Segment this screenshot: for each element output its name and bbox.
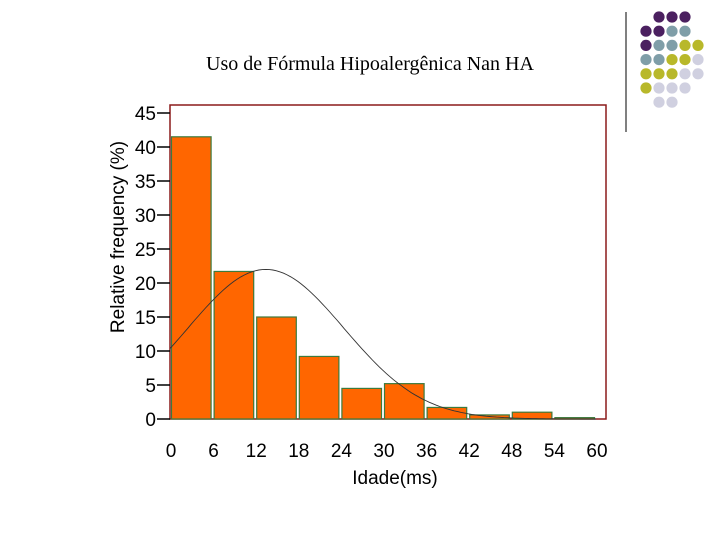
decorative-dot [640,25,652,37]
decorative-dot [666,11,678,23]
x-tick-label: 24 [331,441,353,462]
decorative-dot [653,68,665,80]
decorative-dot [653,39,665,52]
decorative-dot [666,25,678,37]
x-tick-label: 36 [416,441,437,462]
histogram-bar [170,136,212,420]
x-tick-label: 54 [544,441,566,462]
x-tick-label: 12 [246,441,267,462]
histogram-bar [383,383,425,420]
decorative-dot [666,68,678,80]
x-tick-label: 0 [166,441,177,462]
decorative-dot [640,39,652,52]
decorative-dot [653,96,665,108]
decorative-dot [666,39,678,52]
histogram-bar [256,316,297,420]
decorative-dot [692,39,704,52]
y-tick-label: 45 [135,104,156,125]
histogram-bar [341,387,383,420]
decorative-dot [653,54,665,66]
decorative-dot [679,39,691,52]
decorative-dot [666,54,678,66]
y-axis-ticks: 0 5 10 15 20 25 30 35 40 45 [135,104,170,431]
x-tick-label: 48 [501,441,522,462]
decorative-dot [692,68,704,80]
decorative-dot [692,54,704,66]
decorative-dot [653,11,665,23]
histogram-bars [170,136,596,420]
y-tick-label: 30 [135,206,156,227]
decorative-dot [653,82,665,94]
histogram-bar [298,355,340,420]
x-tick-label: 30 [373,441,394,462]
decorative-dot [679,68,691,80]
decorative-dot [679,11,691,23]
y-tick-label: 35 [135,172,156,193]
histogram-bar [469,414,510,420]
y-tick-label: 20 [135,274,156,295]
decorative-dot [679,25,691,37]
y-tick-label: 5 [145,376,156,397]
y-tick-label: 10 [135,342,156,363]
x-tick-label: 60 [586,441,607,462]
x-tick-label: 42 [459,441,480,462]
chart-title: Uso de Fórmula Hipoalergênica Nan HA [206,53,534,75]
x-axis-label: Idade(ms) [352,468,438,489]
decorative-dot [640,54,652,66]
decorative-dot [679,54,691,66]
decorative-dot-grid [640,11,704,108]
fit-curve [169,268,596,420]
decorative-dot [653,25,665,37]
y-tick-label: 40 [135,138,156,159]
decorative-dot [666,82,678,94]
decorative-dot [679,82,691,94]
decorative-dot [640,68,652,80]
y-tick-label: 15 [135,308,156,329]
y-tick-label: 25 [135,240,156,261]
x-tick-label: 6 [208,441,219,462]
x-tick-label: 18 [288,441,309,462]
x-axis-ticks: 0 6 12 18 24 30 36 42 48 54 60 [166,441,608,462]
decorative-dot [666,96,678,108]
decorative-dot [640,82,652,94]
histogram-bar [213,270,255,420]
y-tick-label: 0 [145,410,156,431]
y-axis-label: Relative frequency (%) [108,141,129,333]
